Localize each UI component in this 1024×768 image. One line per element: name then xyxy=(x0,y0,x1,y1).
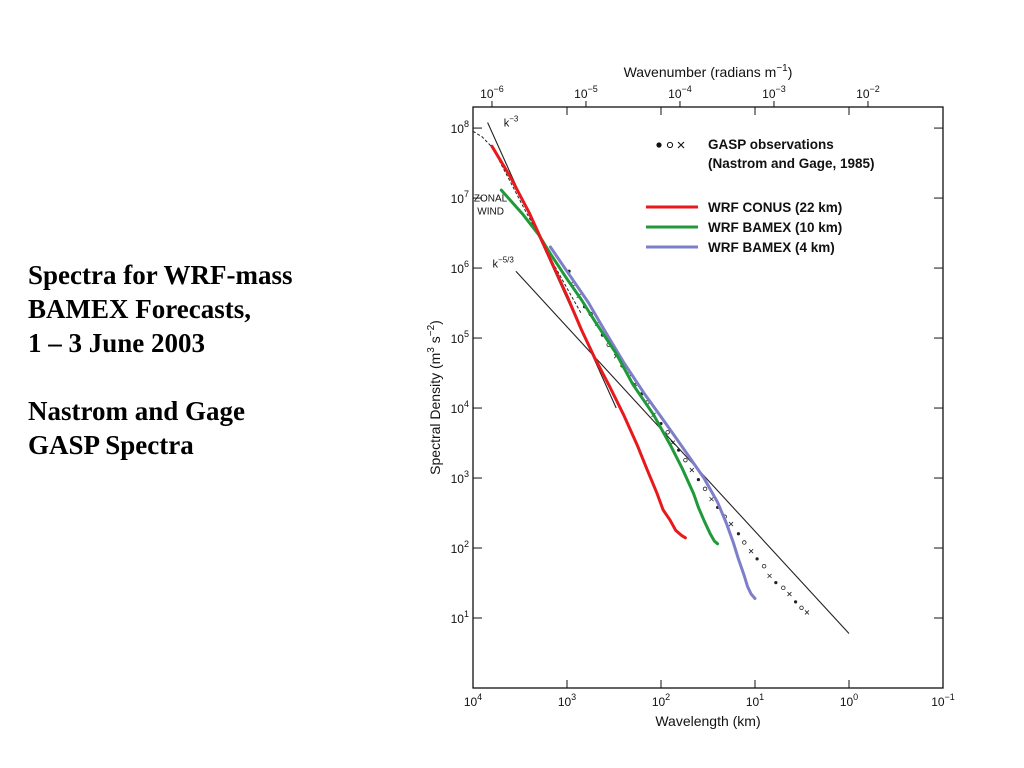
slide-title-line-1: Spectra for WRF-mass xyxy=(28,260,293,290)
slide-subtitle-line-1: Nastrom and Gage xyxy=(28,396,246,426)
y-tick-label-0: 101 xyxy=(451,609,469,626)
zonal-wind-label-line-1: ZONAL xyxy=(474,193,508,204)
legend-x-marker xyxy=(677,141,685,149)
gasp-point-18 xyxy=(676,448,681,452)
k-3-label: k−3 xyxy=(504,115,519,130)
y-tick-label-4: 105 xyxy=(451,329,469,346)
x-bottom-tick-label-2: 102 xyxy=(652,692,670,709)
gasp-point-34 xyxy=(781,585,786,591)
gasp-point-20 xyxy=(689,467,695,473)
x-top-tick-label-1: 10−5 xyxy=(574,84,598,101)
series-line-0 xyxy=(490,144,687,540)
gasp-point-31 xyxy=(761,563,767,569)
gasp-point-19 xyxy=(683,457,688,463)
gasp-point-27 xyxy=(736,532,741,536)
gasp-point-21 xyxy=(696,477,701,482)
legend-dot-marker xyxy=(656,142,662,148)
gasp-point-29 xyxy=(748,548,754,554)
x-top-tick-label-3: 10−3 xyxy=(762,84,786,101)
x-top-tick-label-2: 10−4 xyxy=(668,84,692,101)
reference-line-1 xyxy=(515,270,850,634)
k-5-3-label: k−5/3 xyxy=(493,255,515,270)
zonal-wind-label-line-2: WIND xyxy=(477,206,504,217)
text-gap xyxy=(28,360,388,394)
x-bottom-tick-label-0: 104 xyxy=(464,692,482,709)
x-top-tick-label-0: 10−6 xyxy=(480,84,504,101)
legend-gasp-line-1: GASP observations xyxy=(708,137,834,152)
gasp-point-23 xyxy=(709,496,714,502)
gasp-point-30 xyxy=(755,557,759,561)
gasp-point-28 xyxy=(742,540,747,545)
y-axis-label: Spectral Density (m3 s−2) xyxy=(426,320,443,475)
legend-entry-2: WRF BAMEX (4 km) xyxy=(708,240,835,255)
x-bottom-tick-label-5: 10−1 xyxy=(931,692,955,709)
slide-title-line-3: 1 – 3 June 2003 xyxy=(28,328,206,358)
slide-subtitle-line-2: GASP Spectra xyxy=(28,430,194,460)
x-bottom-tick-label-1: 103 xyxy=(558,692,576,709)
y-tick-label-6: 107 xyxy=(451,189,469,206)
gasp-point-26 xyxy=(728,521,734,527)
x-bottom-tick-label-3: 101 xyxy=(746,692,764,709)
legend-entry-0: WRF CONUS (22 km) xyxy=(708,200,842,215)
gasp-point-37 xyxy=(799,605,804,610)
gasp-point-35 xyxy=(787,591,792,597)
y-tick-label-1: 102 xyxy=(451,539,469,556)
series-line-2 xyxy=(548,245,757,600)
x-axis-label: Wavelength (km) xyxy=(655,713,760,729)
y-tick-label-7: 108 xyxy=(451,119,469,136)
legend-gasp-line-2: (Nastrom and Gage, 1985) xyxy=(708,156,875,171)
plot-frame xyxy=(472,106,944,689)
gasp-point-38 xyxy=(804,610,810,615)
x-bottom-tick-label-4: 100 xyxy=(840,692,858,709)
legend-circle-marker xyxy=(666,141,674,149)
gasp-point-16 xyxy=(665,430,670,435)
y-tick-label-2: 103 xyxy=(451,469,469,486)
y-tick-label-3: 104 xyxy=(451,399,469,416)
x-top-tick-label-4: 10−2 xyxy=(856,84,880,101)
gasp-point-33 xyxy=(774,581,778,585)
gasp-point-32 xyxy=(767,573,772,579)
series-line-1 xyxy=(499,188,720,546)
gasp-point-36 xyxy=(793,600,798,604)
gasp-point-22 xyxy=(702,486,708,492)
x-top-axis-label: Wavenumber (radians m−1) xyxy=(624,63,793,80)
zonal-wind-curve xyxy=(472,130,583,315)
slide-title-line-2: BAMEX Forecasts, xyxy=(28,294,251,324)
y-tick-label-5: 106 xyxy=(451,259,469,276)
legend-entry-1: WRF BAMEX (10 km) xyxy=(708,220,842,235)
slide-text-block: Spectra for WRF-mass BAMEX Forecasts, 1 … xyxy=(28,258,388,462)
spectra-chart: 104 103 102 101 100 10−1 Wavelength (km) 10−6 10… xyxy=(426,63,955,729)
